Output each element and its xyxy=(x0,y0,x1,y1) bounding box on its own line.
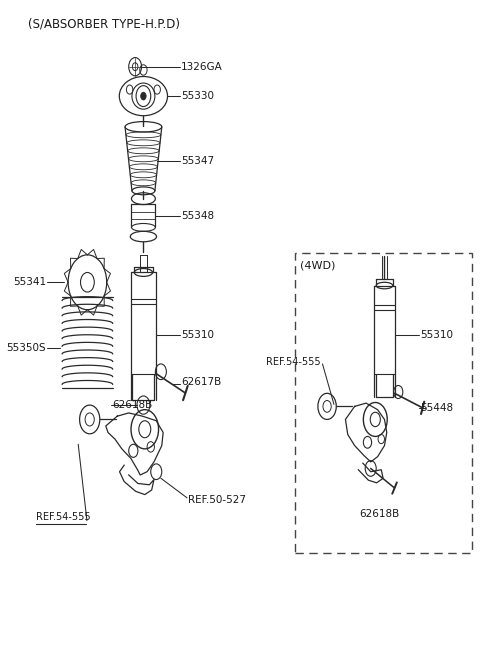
Text: (4WD): (4WD) xyxy=(300,260,336,271)
Text: 55330: 55330 xyxy=(181,91,214,101)
Text: REF.50-527: REF.50-527 xyxy=(189,495,246,505)
Text: (S/ABSORBER TYPE-H.P.D): (S/ABSORBER TYPE-H.P.D) xyxy=(28,18,180,31)
Text: 1326GA: 1326GA xyxy=(181,62,223,72)
Text: 62617B: 62617B xyxy=(181,377,221,386)
Text: REF.54-555: REF.54-555 xyxy=(36,512,90,522)
Text: 55310: 55310 xyxy=(181,329,214,340)
Text: 62618B: 62618B xyxy=(359,509,399,519)
Text: 55310: 55310 xyxy=(420,329,453,340)
Text: 55348: 55348 xyxy=(181,211,214,220)
Bar xyxy=(295,253,472,554)
Text: REF.54-555: REF.54-555 xyxy=(265,357,320,367)
Text: 55448: 55448 xyxy=(420,403,453,413)
Text: 55341: 55341 xyxy=(13,277,46,287)
Text: 62618B: 62618B xyxy=(112,400,153,410)
Text: 55350S: 55350S xyxy=(6,342,46,352)
Circle shape xyxy=(141,92,146,100)
Text: 55347: 55347 xyxy=(181,156,214,167)
